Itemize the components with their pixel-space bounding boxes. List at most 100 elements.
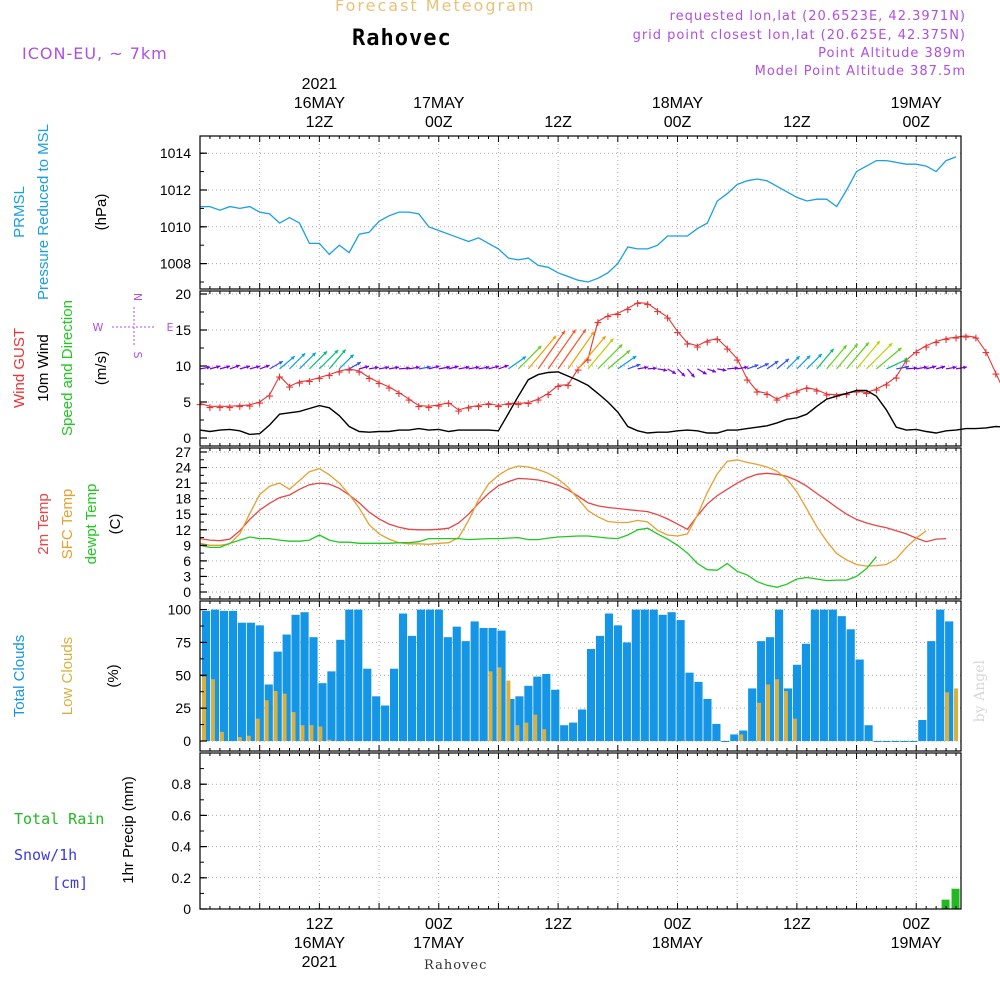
cloud-total-bar (506, 698, 515, 741)
cloud-total-bar (801, 643, 811, 741)
wind-arrow (587, 338, 614, 370)
wind-arrow-head (712, 369, 716, 373)
gust-point: + (723, 342, 731, 357)
chart-title: Forecast Meteogram (335, 0, 536, 15)
cloud-total-bar (461, 641, 470, 741)
temp-label-sfc: SFC Temp (59, 489, 76, 560)
model-altitude: Model Point Altitude 387.5m (754, 64, 966, 79)
frame-layer (199, 135, 962, 910)
cloud-total-bar (300, 612, 309, 741)
gust-point: + (216, 400, 224, 415)
time-label-top: 12Z (544, 114, 572, 131)
gust-point: + (882, 378, 890, 393)
wind-arrow-head (806, 355, 811, 360)
gust-point: + (246, 399, 254, 414)
gust-point: + (733, 353, 741, 368)
cloud-total-bar (363, 668, 372, 741)
gust-point: + (962, 330, 970, 345)
wind-arrow-head (904, 358, 909, 362)
compass-east: E (167, 321, 174, 334)
wind-arrow (289, 352, 306, 370)
temperature-ytick-label: 0 (183, 584, 191, 600)
gust-point: + (495, 400, 503, 415)
cloud-low-bar (246, 735, 251, 741)
cloud-total-bar (202, 610, 211, 741)
pressure-frame (199, 135, 962, 290)
gust-point: + (823, 388, 831, 403)
time-label-bottom: 17MAY (413, 935, 465, 952)
cloud-low-bar (515, 725, 520, 741)
wind-arrow-head (385, 365, 390, 370)
cloud-low-bar (327, 739, 332, 741)
wind-arrow-head (952, 365, 957, 370)
gust-line (199, 302, 1000, 411)
cloud-total-bar (569, 722, 578, 741)
gust-point: + (405, 393, 413, 408)
sfc-temp-line (199, 459, 927, 567)
wind-arrow-head (671, 370, 676, 374)
cloud-low-bar (291, 712, 296, 741)
cloud-total-bar (658, 614, 667, 741)
cloud-low-bar (945, 692, 950, 741)
wind-arrow-head (465, 365, 470, 370)
wind-arrow-head (416, 365, 420, 370)
cloud-total-bar (891, 741, 900, 742)
precip-ytick-label: 0.6 (172, 807, 192, 823)
time-label-top: 00Z (664, 114, 692, 131)
location-name: Rahovec (352, 26, 452, 51)
cloud-total-bar (613, 625, 622, 741)
time-label-top: 16MAY (294, 95, 346, 112)
precip-label-rain: Total Rain (14, 810, 104, 828)
cloud-total-bar (354, 609, 363, 741)
cloud-low-bar (264, 700, 269, 741)
wind-arrow-head (626, 350, 631, 354)
wind-arrow-head (226, 365, 231, 369)
cloud-total-bar (488, 627, 497, 741)
wind-arrow (557, 328, 587, 370)
wind-arrow-head (932, 365, 936, 370)
cloud-total-bar (855, 659, 864, 741)
wind-arrow-head (590, 331, 595, 336)
cloud-label-low: Low Clouds (59, 637, 76, 715)
cloud-total-bar (318, 683, 327, 741)
wind-arrow-head (278, 361, 283, 365)
wind-arrow-head (290, 356, 295, 360)
wind-arrow (866, 342, 893, 370)
cloud-total-bar (694, 681, 703, 741)
cloud-total-bar (712, 723, 721, 741)
cloud-low-bar (219, 731, 224, 741)
cloud-total-bar (309, 637, 318, 741)
gust-point: + (296, 376, 304, 391)
gust-point: + (415, 400, 423, 415)
time-label-bottom: 00Z (425, 916, 453, 933)
gust-point: + (256, 396, 264, 411)
gust-point: + (892, 371, 900, 386)
wind-arrow-head (475, 365, 480, 370)
cloud-total-bar (873, 741, 882, 742)
cloud-low-bar (792, 718, 797, 741)
gust-point: + (922, 340, 930, 355)
gust-point: + (664, 311, 672, 326)
pressure-label-msl: Pressure Reduced to MSL (35, 124, 52, 300)
grid-layer (200, 136, 961, 910)
wind-arrow (508, 355, 527, 370)
wind-label-speed-dir: Speed and Direction (59, 300, 76, 436)
gust-point: + (455, 404, 463, 419)
gust-point: + (972, 331, 980, 346)
gust-point: + (286, 380, 294, 395)
time-label-top: 12Z (783, 114, 811, 131)
cloud-low-bar (255, 718, 260, 741)
cloud-low-bar (497, 667, 502, 741)
wind-arrow-head (663, 368, 668, 372)
gust-point: + (604, 310, 612, 325)
temperature-ytick-label: 18 (175, 491, 191, 507)
gust-point: + (554, 379, 562, 394)
precip-label-snow: Snow/1h (14, 846, 77, 864)
cloud-total-bar (255, 625, 264, 741)
cloud-low-bar (300, 725, 305, 741)
cloud-total-bar (667, 612, 676, 741)
precip-ytick-label: 0 (183, 901, 191, 917)
wind-arrow (617, 355, 637, 370)
gust-point: + (793, 385, 801, 400)
wind-arrow (309, 350, 328, 370)
